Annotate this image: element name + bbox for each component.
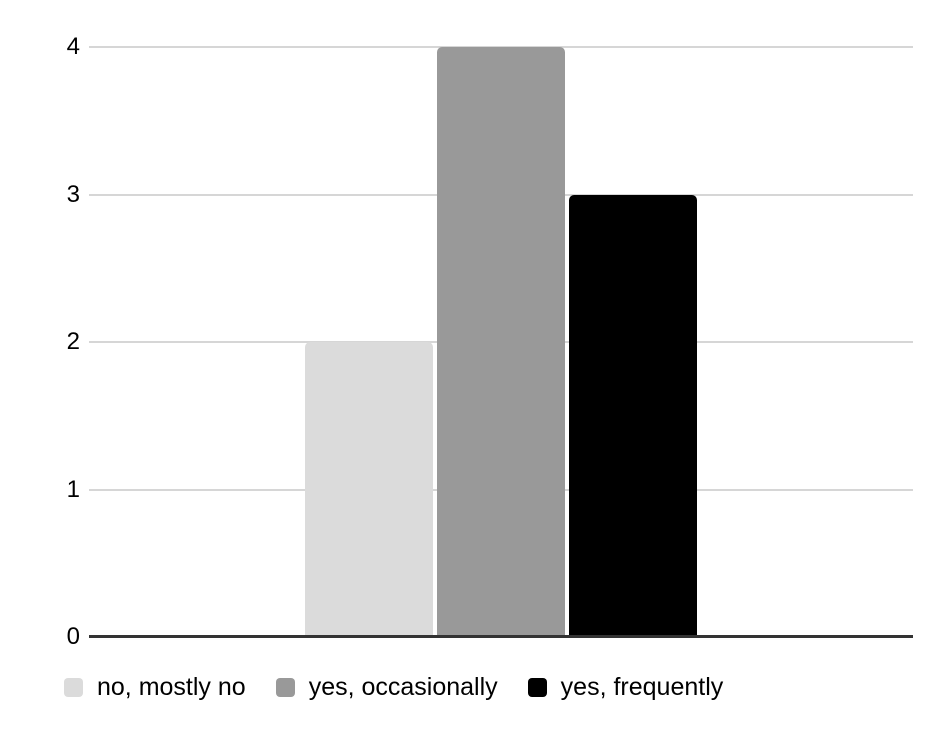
y-axis-label: 3 <box>66 180 80 208</box>
legend-item: no, mostly no <box>64 672 246 702</box>
legend-swatch-icon <box>275 677 295 697</box>
bar-yes-frequently <box>569 194 697 637</box>
bar-no-mostly-no <box>305 342 433 637</box>
bar-yes-occasionally <box>437 47 565 637</box>
y-axis-label: 0 <box>66 623 80 650</box>
x-axis-line <box>89 635 913 638</box>
legend-label: yes, frequently <box>560 673 724 701</box>
y-axis-label: 2 <box>66 328 80 355</box>
legend-item: yes, occasionally <box>275 672 498 702</box>
y-axis-label: 1 <box>66 475 80 503</box>
plot-area <box>89 46 913 638</box>
legend: no, mostly no yes, occasionally yes, frequ… <box>64 672 723 702</box>
legend-swatch-icon <box>527 677 547 697</box>
legend-swatch-icon <box>64 677 83 697</box>
legend-item: yes, frequently <box>527 672 724 702</box>
y-axis-label: 4 <box>66 33 80 60</box>
legend-label: yes, occasionally <box>308 673 498 701</box>
legend-label: no, mostly no <box>97 673 246 701</box>
